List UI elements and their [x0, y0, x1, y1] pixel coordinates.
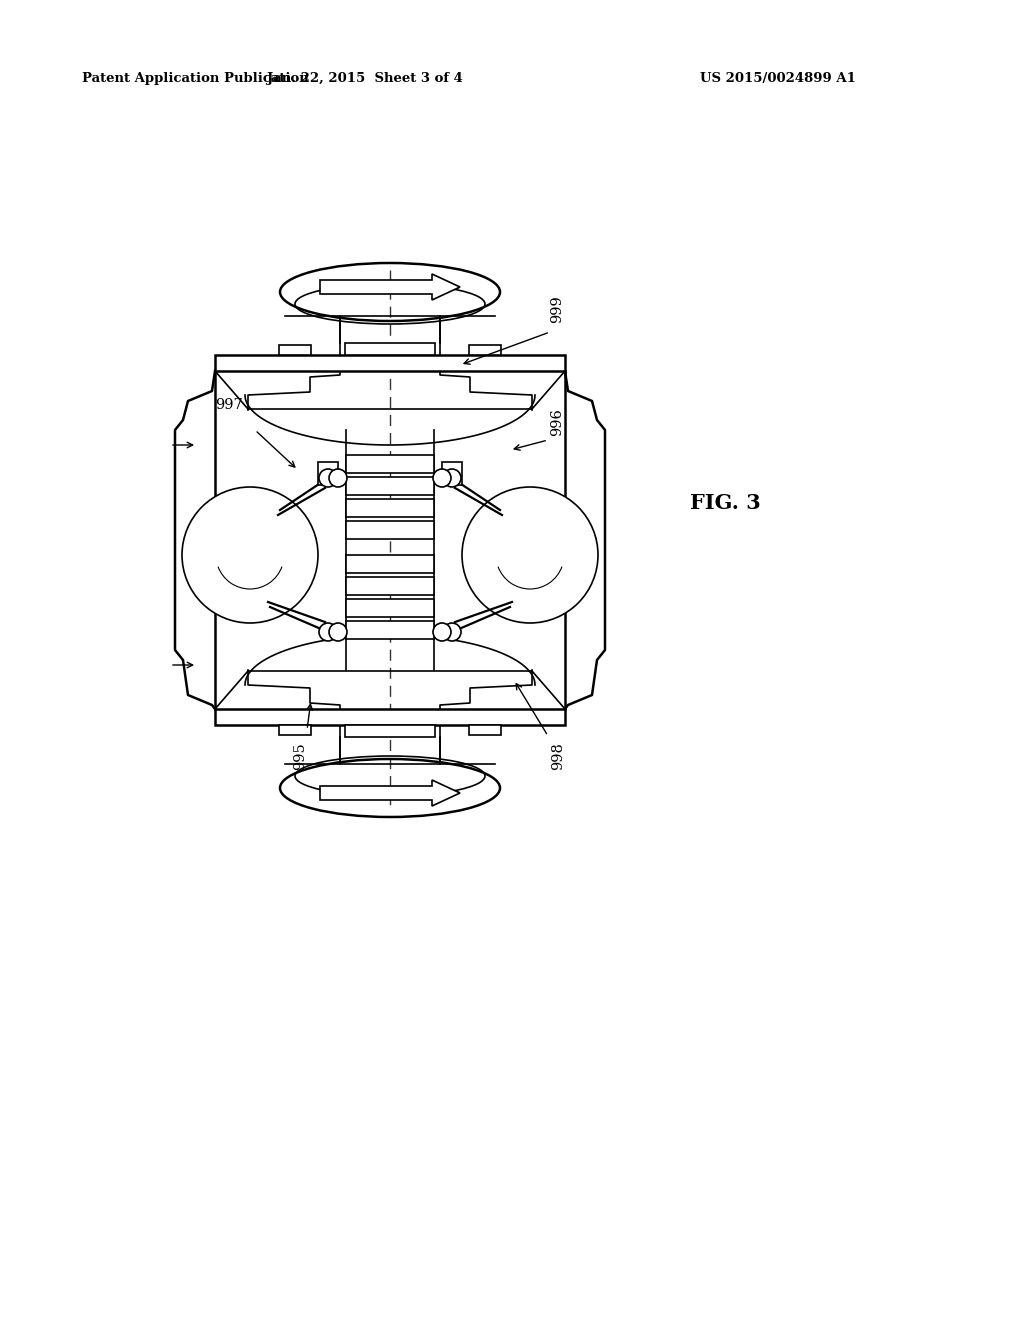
Text: 998: 998: [551, 742, 565, 770]
Polygon shape: [345, 343, 435, 355]
FancyArrow shape: [319, 780, 460, 807]
Circle shape: [443, 469, 461, 487]
Polygon shape: [279, 725, 311, 735]
Circle shape: [462, 487, 598, 623]
Polygon shape: [345, 725, 435, 737]
Circle shape: [433, 469, 451, 487]
Polygon shape: [346, 554, 434, 573]
Polygon shape: [469, 345, 501, 355]
Polygon shape: [346, 455, 434, 473]
Polygon shape: [318, 462, 338, 484]
Circle shape: [319, 623, 337, 642]
Circle shape: [182, 487, 318, 623]
Circle shape: [329, 469, 347, 487]
Polygon shape: [346, 577, 434, 595]
Polygon shape: [279, 345, 311, 355]
Text: FIG. 3: FIG. 3: [690, 492, 761, 513]
Polygon shape: [346, 499, 434, 517]
Polygon shape: [442, 462, 462, 484]
Circle shape: [433, 623, 451, 642]
Circle shape: [319, 469, 337, 487]
Text: 999: 999: [550, 294, 564, 323]
Polygon shape: [469, 725, 501, 735]
Text: Patent Application Publication: Patent Application Publication: [82, 73, 309, 84]
Circle shape: [443, 623, 461, 642]
Polygon shape: [215, 709, 565, 725]
FancyArrow shape: [319, 275, 460, 300]
Polygon shape: [346, 521, 434, 539]
Circle shape: [329, 623, 347, 642]
Text: 996: 996: [550, 408, 564, 436]
Text: Jan. 22, 2015  Sheet 3 of 4: Jan. 22, 2015 Sheet 3 of 4: [267, 73, 463, 84]
Polygon shape: [346, 599, 434, 616]
Polygon shape: [346, 620, 434, 639]
Text: US 2015/0024899 A1: US 2015/0024899 A1: [700, 73, 856, 84]
Text: 995: 995: [293, 742, 307, 770]
Polygon shape: [346, 477, 434, 495]
Text: 997: 997: [215, 399, 243, 412]
Polygon shape: [215, 355, 565, 371]
